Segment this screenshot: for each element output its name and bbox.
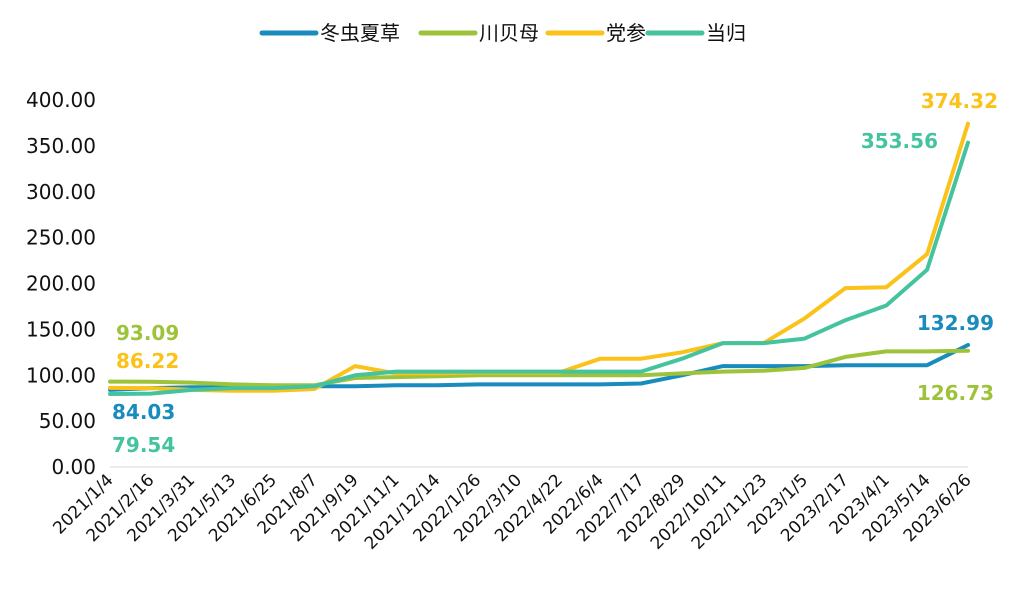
series-line-2 xyxy=(108,348,970,388)
start-value-label: 84.03 xyxy=(112,400,175,424)
y-tick-label: 100.00 xyxy=(26,363,96,387)
end-value-label: 126.73 xyxy=(917,381,994,405)
y-tick-label: 300.00 xyxy=(26,180,96,204)
plot-area xyxy=(108,121,970,396)
y-tick-label: 400.00 xyxy=(26,88,96,112)
series-line-3 xyxy=(108,121,970,393)
legend-entry: 冬虫夏草 xyxy=(320,21,400,45)
legend-entry: 当归 xyxy=(706,21,746,45)
series-line-4 xyxy=(108,140,970,396)
start-value-label: 86.22 xyxy=(116,349,179,373)
data-labels: 84.03 132.99 93.09 126.73 86.22 374.32 79.54 35… xyxy=(112,89,998,457)
y-tick-label: 200.00 xyxy=(26,272,96,296)
legend-entry: 川贝母 xyxy=(479,21,539,45)
y-tick-label: 50.00 xyxy=(39,409,96,433)
start-value-label: 93.09 xyxy=(116,321,179,345)
legend-entry: 党参 xyxy=(606,21,646,45)
end-value-label: 374.32 xyxy=(921,89,998,113)
y-axis: 0.00 50.00 100.00 150.00 200.00 250.00 300.00 3… xyxy=(26,88,96,479)
y-tick-label: 350.00 xyxy=(26,134,96,158)
x-axis: 2021/1/42021/2/162021/3/312021/5/132021/… xyxy=(49,466,976,554)
y-tick-label: 250.00 xyxy=(26,226,96,250)
y-tick-label: 0.00 xyxy=(51,455,96,479)
end-value-label: 132.99 xyxy=(917,311,994,335)
end-value-label: 353.56 xyxy=(861,129,938,153)
legend: 冬虫夏草 川贝母 党参 当归 xyxy=(259,21,746,45)
y-tick-label: 150.00 xyxy=(26,317,96,341)
start-value-label: 79.54 xyxy=(112,433,175,457)
